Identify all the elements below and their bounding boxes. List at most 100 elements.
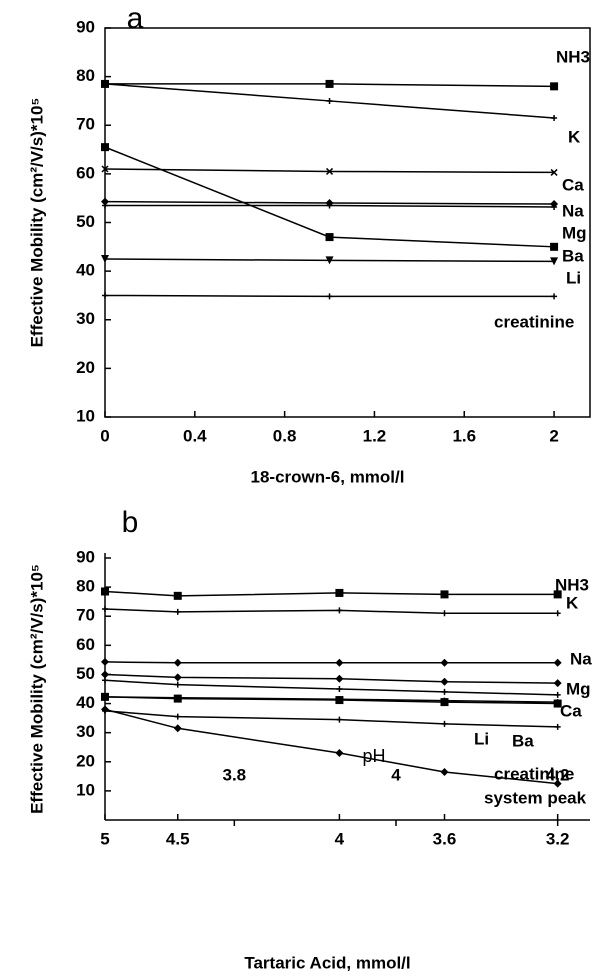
marker: [102, 80, 108, 87]
marker: [101, 692, 109, 701]
series-label: K: [568, 127, 581, 146]
series-label: K: [566, 593, 579, 612]
y-axis-label: Effective Mobility (cm²/V/s)*10⁵: [27, 564, 46, 814]
marker: [173, 724, 182, 733]
marker: [441, 720, 448, 727]
series-label: NH3: [555, 575, 589, 594]
y-tick-label: 30: [76, 309, 95, 328]
series-label: Na: [570, 649, 592, 668]
series-label: Ca: [560, 701, 582, 720]
y-tick-label: 50: [76, 212, 95, 231]
marker: [441, 688, 448, 695]
marker: [553, 679, 562, 688]
marker: [102, 292, 108, 299]
x-tick-label: 3.6: [433, 829, 457, 848]
x-axis-label: Tartaric Acid, mmol/l: [244, 953, 410, 972]
series-label: Ba: [562, 246, 584, 265]
marker: [101, 165, 109, 173]
marker: [101, 705, 109, 714]
marker: [102, 605, 108, 612]
series-label: system peak: [484, 788, 587, 807]
marker: [553, 699, 562, 708]
y-tick-label: 50: [76, 664, 95, 683]
marker: [102, 202, 108, 209]
marker: [174, 713, 181, 720]
marker: [101, 197, 109, 206]
x-axis-label: 18-crown-6, mmol/l: [251, 467, 405, 486]
y-axis-label: Effective Mobility (cm²/V/s)*10⁵: [27, 98, 46, 348]
marker: [554, 610, 561, 617]
marker: [326, 167, 334, 175]
marker: [101, 657, 109, 666]
marker: [336, 607, 343, 614]
x2-tick-label: 3.8: [223, 765, 247, 784]
marker: [326, 293, 333, 300]
series-label: NH3: [556, 47, 590, 66]
marker: [326, 202, 333, 209]
marker: [553, 658, 562, 667]
marker: [335, 749, 344, 758]
x2-tick-label: 4.2: [546, 765, 570, 784]
marker: [335, 588, 344, 597]
marker: [336, 716, 343, 723]
y-tick-label: 20: [76, 751, 95, 770]
series-label: Mg: [566, 679, 591, 698]
chart-title: b: [122, 506, 139, 539]
marker: [325, 256, 334, 265]
marker: [551, 203, 558, 210]
y-tick-label: 10: [76, 406, 95, 425]
marker: [551, 293, 558, 300]
marker: [173, 591, 182, 600]
x-tick-label: 3.2: [546, 829, 570, 848]
y-tick-label: 40: [76, 693, 95, 712]
series-label: Na: [562, 201, 584, 220]
x2-axis-label: pH: [362, 746, 385, 766]
marker: [553, 590, 562, 599]
marker: [440, 590, 449, 599]
marker: [335, 658, 344, 667]
marker: [336, 686, 343, 692]
marker: [553, 779, 562, 788]
series-line: [104, 673, 558, 684]
y-tick-label: 30: [76, 722, 95, 741]
series-label: creatinine: [494, 312, 574, 331]
marker: [173, 694, 182, 703]
marker: [554, 691, 561, 698]
marker: [325, 79, 334, 88]
y-tick-label: 70: [76, 115, 95, 134]
x-tick-label: 4: [335, 829, 345, 848]
y-tick-label: 90: [76, 17, 95, 36]
x-tick-label: 0.8: [273, 426, 297, 445]
y-tick-label: 70: [76, 606, 95, 625]
y-tick-label: 40: [76, 261, 95, 280]
marker: [551, 114, 558, 121]
marker: [325, 233, 334, 242]
x-tick-label: 4.5: [166, 829, 190, 848]
series-line: [104, 710, 558, 728]
series-label: Li: [566, 268, 581, 287]
marker: [554, 723, 561, 730]
y-tick-label: 80: [76, 577, 95, 596]
marker: [335, 674, 344, 683]
marker: [173, 673, 182, 682]
x-tick-label: 1.6: [452, 426, 476, 445]
series-label: Li: [474, 729, 489, 748]
marker: [326, 97, 333, 104]
marker: [101, 143, 109, 152]
x-tick-label: 5: [100, 829, 109, 848]
marker: [440, 698, 449, 707]
x-tick-label: 0: [100, 426, 109, 445]
marker: [550, 257, 559, 266]
x-tick-label: 0.4: [183, 426, 207, 445]
y-tick-label: 60: [76, 635, 95, 654]
series-line: [104, 661, 558, 664]
chart-title: a: [127, 2, 144, 35]
marker: [173, 658, 182, 667]
marker: [174, 681, 181, 688]
series-line: [104, 696, 558, 705]
series-line: [104, 708, 558, 785]
series-label: Ba: [512, 731, 534, 750]
marker: [101, 670, 109, 679]
marker: [101, 254, 109, 263]
